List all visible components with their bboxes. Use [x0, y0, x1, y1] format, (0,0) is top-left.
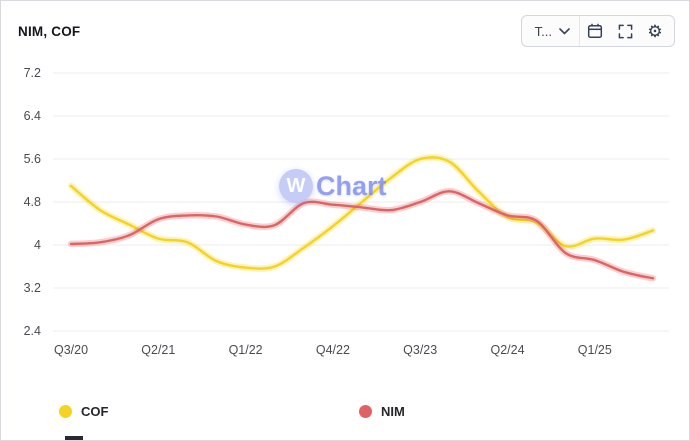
y-axis-tick-label: 7.2: [24, 66, 41, 80]
x-axis-tick-label: Q1/25: [578, 343, 612, 357]
y-axis-tick-label: 5.6: [24, 152, 41, 166]
legend-item-nim[interactable]: NIM: [359, 404, 405, 419]
line-chart: 7.2 6.4 5.6 4.8 4 3.2 2.4 Q3/20 Q2/21 Q1/22 Q4/22 Q…: [24, 66, 669, 357]
period-dropdown[interactable]: T...: [526, 16, 580, 46]
gear-icon: ⚙: [647, 21, 663, 41]
x-axis-tick-label: Q3/23: [403, 343, 437, 357]
y-axis-tick-label: 4.8: [24, 195, 41, 209]
legend-label: NIM: [381, 404, 405, 419]
legend: COF NIM: [1, 401, 689, 427]
chart-title: NIM, COF: [18, 24, 81, 39]
bottom-edge-artifact: [65, 436, 83, 440]
x-axis-tick-label: Q4/22: [316, 343, 350, 357]
y-axis-tick-label: 2.4: [24, 324, 41, 338]
settings-button[interactable]: ⚙: [641, 17, 669, 45]
calendar-button[interactable]: [581, 17, 609, 45]
series-line-cof: [69, 156, 655, 270]
chevron-down-icon: [559, 27, 570, 35]
chart-area: 7.2 6.4 5.6 4.8 4 3.2 2.4 Q3/20 Q2/21 Q1/22 Q4/22 Q…: [1, 53, 689, 365]
fullscreen-button[interactable]: [611, 17, 639, 45]
legend-dot-nim: [359, 405, 372, 418]
chart-controls: T...: [520, 15, 675, 47]
legend-dot-cof: [59, 405, 72, 418]
y-axis-tick-label: 4: [34, 238, 41, 252]
x-axis-tick-label: Q2/21: [141, 343, 175, 357]
x-axis-tick-label: Q1/22: [229, 343, 263, 357]
period-dropdown-label: T...: [534, 23, 552, 39]
legend-label: COF: [81, 404, 109, 419]
x-axis-tick-label: Q3/20: [54, 343, 88, 357]
series-halo-nim: [67, 188, 657, 282]
line-chart-container: 7.2 6.4 5.6 4.8 4 3.2 2.4 Q3/20 Q2/21 Q1/22 Q4/22 Q…: [1, 53, 689, 370]
y-axis-tick-label: 6.4: [24, 109, 41, 123]
fullscreen-icon: [618, 24, 633, 39]
y-axis-tick-label: 3.2: [24, 281, 41, 295]
legend-item-cof[interactable]: COF: [59, 404, 108, 419]
calendar-icon: [587, 23, 603, 39]
series-line-nim: [69, 190, 655, 280]
x-axis-tick-label: Q2/24: [490, 343, 524, 357]
